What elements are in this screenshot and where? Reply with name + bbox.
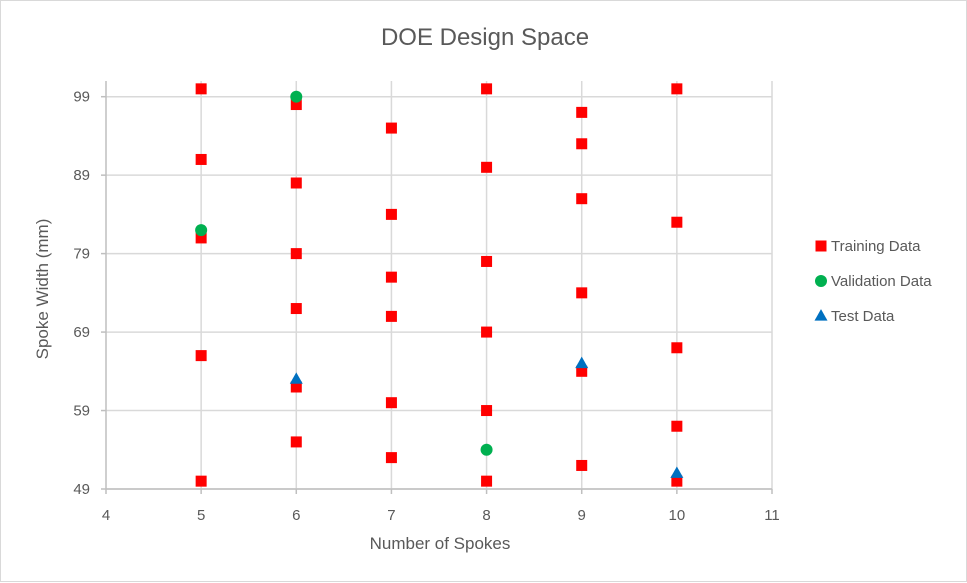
training-data-point xyxy=(481,405,493,417)
training-data-point xyxy=(576,138,588,150)
training-data-point xyxy=(195,153,207,165)
y-axis-label: Spoke Width (mm) xyxy=(33,219,52,360)
y-tick-label: 99 xyxy=(73,89,90,106)
test-data-point xyxy=(289,372,303,384)
training-data-point xyxy=(576,459,588,471)
x-tick-label: 7 xyxy=(387,507,395,524)
training-data-point xyxy=(385,397,397,409)
x-tick-label: 10 xyxy=(669,507,686,524)
legend-label-test-data: Test Data xyxy=(831,308,895,325)
training-data-point xyxy=(671,83,683,95)
test-data-point xyxy=(575,356,589,369)
chart-title: DOE Design Space xyxy=(381,24,589,51)
y-tick-label: 79 xyxy=(73,246,90,263)
training-data-point xyxy=(481,475,493,487)
training-data-point xyxy=(576,287,588,299)
training-data-point xyxy=(195,350,207,362)
legend-label-training-data: Training Data xyxy=(831,238,921,255)
y-tick-label: 69 xyxy=(73,324,90,341)
training-data-point xyxy=(290,436,302,448)
training-data-point xyxy=(576,365,588,377)
training-data-point xyxy=(576,106,588,118)
training-data-point xyxy=(671,342,683,354)
training-data-point xyxy=(385,271,397,283)
training-data-point xyxy=(481,161,493,173)
validation-data-point xyxy=(290,90,303,103)
legend-marker-test-data xyxy=(814,309,828,321)
training-data-point xyxy=(195,232,207,244)
y-tick-label: 49 xyxy=(73,481,90,498)
training-data-point xyxy=(385,122,397,134)
x-tick-label: 11 xyxy=(764,507,780,524)
training-data-point xyxy=(671,420,683,432)
x-tick-label: 4 xyxy=(102,507,110,524)
training-data-point xyxy=(671,475,683,487)
x-axis-label: Number of Spokes xyxy=(370,534,511,553)
training-data-point xyxy=(195,83,207,95)
legend: Training Data Validation Data Test Data xyxy=(814,238,932,325)
training-data-point xyxy=(290,248,302,260)
training-data-point xyxy=(385,452,397,464)
y-tick-label: 89 xyxy=(73,167,90,184)
training-data-point xyxy=(290,99,302,111)
grid-lines xyxy=(106,81,773,490)
test-data-point xyxy=(670,466,684,478)
training-data-point xyxy=(290,381,302,393)
x-tick-label: 8 xyxy=(482,507,490,524)
training-data-point xyxy=(481,255,493,267)
legend-label-validation-data: Validation Data xyxy=(831,273,932,290)
x-tick-label: 6 xyxy=(292,507,300,524)
training-data-point xyxy=(671,216,683,228)
training-data-point xyxy=(385,310,397,322)
y-tick-label: 59 xyxy=(73,403,90,420)
x-tick-label: 9 xyxy=(578,507,586,524)
training-data-point xyxy=(576,193,588,205)
axes xyxy=(101,81,773,494)
validation-data-point xyxy=(195,224,208,237)
validation-data-point xyxy=(480,443,493,456)
legend-marker-validation-data xyxy=(815,275,827,287)
data-points xyxy=(195,83,684,487)
training-data-point xyxy=(481,326,493,338)
x-tick-label: 5 xyxy=(197,507,205,524)
training-data-point xyxy=(385,208,397,220)
training-data-point xyxy=(195,475,207,487)
training-data-point xyxy=(290,177,302,189)
training-data-point xyxy=(290,303,302,315)
training-data-point xyxy=(481,83,493,95)
legend-marker-training-data xyxy=(815,240,827,252)
